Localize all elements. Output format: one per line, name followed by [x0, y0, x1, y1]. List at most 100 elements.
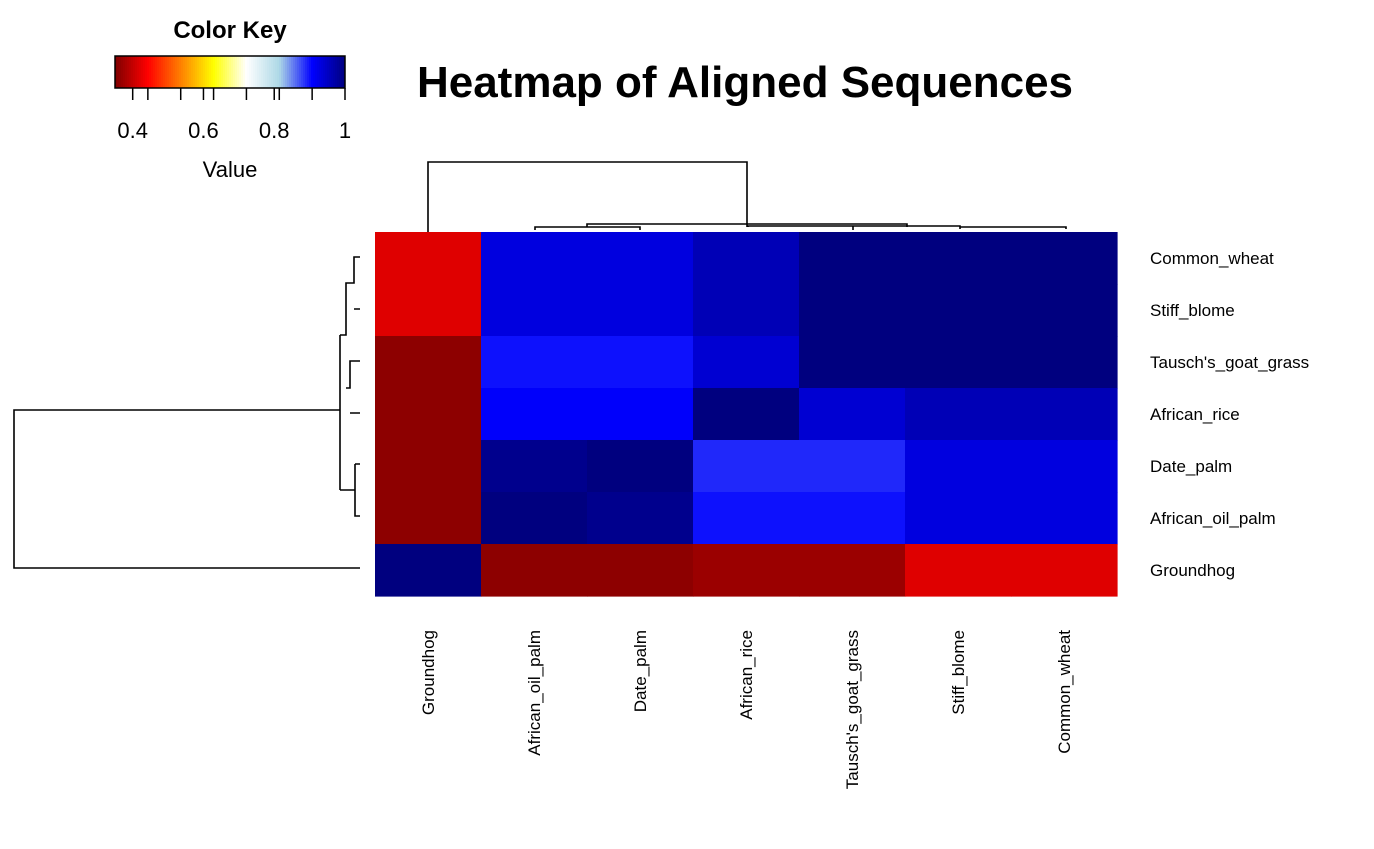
color-key-swatch — [173, 56, 176, 88]
color-key-swatch — [315, 56, 318, 88]
color-key-swatch — [335, 56, 338, 88]
color-key-swatch — [283, 56, 286, 88]
color-key-swatch — [175, 56, 178, 88]
color-key-swatch — [151, 56, 154, 88]
heatmap-cell — [799, 492, 906, 545]
heatmap-cell — [693, 284, 800, 337]
color-key-swatch — [139, 56, 142, 88]
color-key-swatch — [135, 56, 138, 88]
color-key-swatch — [337, 56, 340, 88]
color-key-swatch — [183, 56, 186, 88]
heatmap-cell — [1011, 440, 1118, 493]
color-key-swatch — [181, 56, 184, 88]
heatmap-cell — [481, 492, 588, 545]
color-key-swatch — [199, 56, 202, 88]
color-key-swatch — [255, 56, 258, 88]
color-key-swatch — [309, 56, 312, 88]
color-key-tick-label: 0.8 — [259, 118, 290, 143]
heatmap-cell — [1011, 284, 1118, 337]
row-label: Stiff_blome — [1150, 301, 1235, 320]
color-key-swatch — [169, 56, 172, 88]
column-labels: Groundhog African_oil_palm Date_palm Africa… — [419, 630, 1074, 789]
color-key-swatch — [171, 56, 174, 88]
heatmap-cell — [375, 284, 482, 337]
color-key-swatch — [219, 56, 222, 88]
color-key-swatch — [273, 56, 276, 88]
color-key-gradient — [114, 55, 346, 89]
color-key-swatch — [137, 56, 140, 88]
color-key-swatch — [131, 56, 134, 88]
color-key-swatch — [265, 56, 268, 88]
color-key-swatch — [293, 56, 296, 88]
heatmap-cell — [905, 388, 1012, 441]
heatmap-cell — [587, 440, 694, 493]
color-key-tick-label: 1 — [339, 118, 351, 143]
color-key-swatch — [129, 56, 132, 88]
heatmap-cell — [799, 232, 906, 285]
heatmap-cell — [693, 492, 800, 545]
color-key-swatch — [205, 56, 208, 88]
color-key-swatch — [123, 56, 126, 88]
color-key-swatch — [247, 56, 250, 88]
heatmap-cell — [905, 336, 1012, 389]
color-key-swatch — [117, 56, 120, 88]
color-key-swatch — [157, 56, 160, 88]
color-key-swatch — [245, 56, 248, 88]
row-label: African_rice — [1150, 405, 1240, 424]
heatmap-cell — [1011, 232, 1118, 285]
color-key-swatch — [165, 56, 168, 88]
column-label: Groundhog — [419, 630, 438, 715]
color-key-swatch — [179, 56, 182, 88]
heatmap-cell — [375, 388, 482, 441]
heatmap-cell — [693, 232, 800, 285]
color-key-swatch — [187, 56, 190, 88]
color-key-swatch — [189, 56, 192, 88]
column-dendrogram — [427, 161, 1067, 232]
heatmap-cell — [375, 440, 482, 493]
row-label: Date_palm — [1150, 457, 1232, 476]
heatmap-cell — [799, 388, 906, 441]
color-key-swatch — [305, 56, 308, 88]
color-key-swatch — [263, 56, 266, 88]
color-key-swatch — [209, 56, 212, 88]
row-label: African_oil_palm — [1150, 509, 1276, 528]
color-key-swatch — [141, 56, 144, 88]
color-key-swatch — [341, 56, 344, 88]
color-key-swatch — [211, 56, 214, 88]
color-key-swatch — [279, 56, 282, 88]
color-key-swatch — [127, 56, 130, 88]
heatmap-cell — [375, 544, 482, 597]
color-key-swatch — [307, 56, 310, 88]
heatmap-cell — [905, 544, 1012, 597]
color-key-swatch — [217, 56, 220, 88]
color-key-swatch — [203, 56, 206, 88]
heatmap-cell — [587, 336, 694, 389]
heatmap-cell — [481, 388, 588, 441]
color-key-swatch — [223, 56, 226, 88]
color-key-swatch — [115, 56, 118, 88]
color-key-swatch — [239, 56, 242, 88]
heatmap-cell — [693, 440, 800, 493]
color-key-swatch — [201, 56, 204, 88]
row-label: Common_wheat — [1150, 249, 1274, 268]
color-key-swatch — [285, 56, 288, 88]
color-key-swatch — [163, 56, 166, 88]
color-key-swatch — [259, 56, 262, 88]
column-label: Stiff_blome — [949, 630, 968, 715]
color-key-swatch — [251, 56, 254, 88]
color-key-swatch — [275, 56, 278, 88]
heatmap-cell — [587, 388, 694, 441]
heatmap-cell — [1011, 336, 1118, 389]
heatmap-cell — [693, 336, 800, 389]
heatmap-cell — [375, 492, 482, 545]
column-label: African_oil_palm — [525, 630, 544, 756]
color-key-swatch — [195, 56, 198, 88]
heatmap-cell — [1011, 544, 1118, 597]
color-key-swatch — [143, 56, 146, 88]
color-key-swatch — [191, 56, 194, 88]
heatmap-cell — [481, 440, 588, 493]
color-key-swatch — [333, 56, 336, 88]
color-key-swatch — [323, 56, 326, 88]
heatmap-cell — [375, 336, 482, 389]
color-key-swatch — [267, 56, 270, 88]
